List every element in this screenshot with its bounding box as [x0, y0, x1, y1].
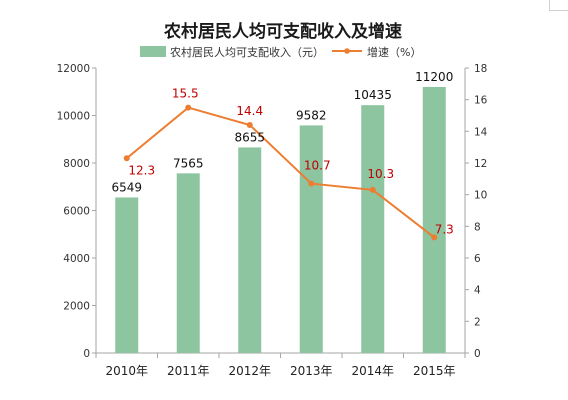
line-series	[123, 104, 438, 241]
y-right-tick-label: 8	[474, 221, 481, 233]
y-left-tick-label: 4000	[63, 253, 90, 265]
y-left-tick-label: 12000	[57, 63, 90, 75]
bar	[238, 147, 262, 353]
bar-series	[115, 87, 446, 354]
y-right-tick-label: 4	[474, 285, 481, 297]
line-point	[308, 180, 315, 187]
bar	[115, 197, 139, 353]
line-value-label: 10.3	[367, 167, 394, 181]
y-right-tick-label: 12	[474, 158, 487, 170]
y-left-tick-label: 8000	[63, 158, 90, 170]
y-left-tick-label: 2000	[63, 301, 90, 313]
x-tick-label: 2015年	[413, 364, 456, 378]
line-point	[369, 186, 376, 193]
x-tick-label: 2014年	[351, 364, 394, 378]
y-left-tick-label: 0	[83, 348, 90, 360]
y-right-tick-label: 18	[474, 63, 487, 75]
y-right-tick-label: 14	[474, 126, 488, 138]
line-value-label: 15.5	[172, 87, 199, 101]
y-left-tick-label: 6000	[63, 206, 90, 218]
bar-value-label: 8655	[234, 130, 265, 144]
x-tick-label: 2013年	[290, 364, 333, 378]
y-right-tick-label: 6	[474, 253, 481, 265]
bar-value-label: 7565	[173, 156, 204, 170]
y-right-tick-label: 0	[474, 348, 481, 360]
bar	[299, 125, 323, 354]
bar-value-label: 9582	[296, 108, 327, 122]
legend-line-label: 增速（%）	[367, 45, 421, 59]
chart-title: 农村居民人均可支配收入及增速	[163, 21, 402, 42]
line-point	[246, 122, 253, 128]
legend-bar-swatch	[140, 46, 166, 57]
line-value-label: 10.7	[304, 159, 331, 173]
y-right-tick-label: 2	[474, 316, 481, 328]
line-value-label: 7.3	[435, 222, 454, 236]
data-labels: 6549 7565 8655 9582 10435 11200 12.3 15.5 14.4 10…	[111, 70, 453, 236]
bar-value-label: 6549	[111, 180, 142, 194]
line-point	[123, 155, 130, 162]
bar	[176, 173, 200, 353]
x-tick-label: 2011年	[167, 364, 210, 378]
legend: 农村居民人均可支配收入（元） 增速（%）	[140, 45, 421, 59]
line-value-label: 14.4	[236, 104, 263, 118]
line-point	[185, 104, 192, 111]
line-value-label: 12.3	[128, 163, 155, 177]
bar-value-label: 10435	[354, 88, 392, 102]
axes: 0 2000 4000 6000 8000 10000 12000 0 2 4 6 8 10 12 14 16…	[57, 63, 488, 378]
bar-value-label: 11200	[415, 70, 453, 84]
line-point	[431, 234, 438, 241]
y-right-tick-label: 10	[474, 190, 487, 202]
y-left-tick-label: 10000	[57, 111, 90, 123]
y-right-tick-label: 16	[474, 95, 488, 107]
growth-line	[126, 106, 435, 239]
window-corner-mark	[549, 0, 568, 11]
x-tick-label: 2010年	[105, 364, 148, 378]
bar	[361, 105, 385, 353]
legend-bar-label: 农村居民人均可支配收入（元）	[170, 45, 324, 59]
x-tick-label: 2012年	[228, 364, 271, 378]
bar	[422, 87, 446, 353]
legend-line-marker	[344, 48, 350, 54]
